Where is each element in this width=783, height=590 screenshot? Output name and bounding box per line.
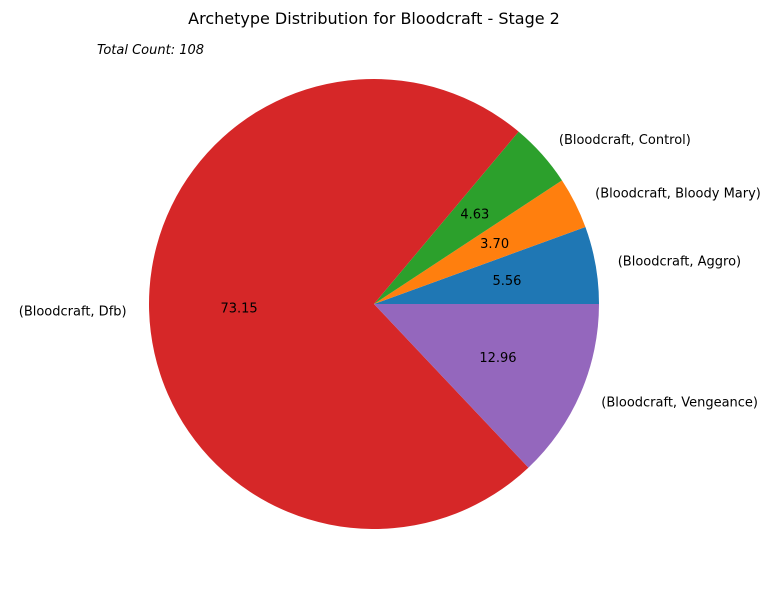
slice-percent-label: 4.63: [460, 208, 489, 223]
pie-slice: [374, 131, 562, 304]
pie-slices: [149, 78, 599, 530]
slice-percent-label: 73.15: [220, 301, 257, 316]
slice-category-label: (Bloodcraft, Aggro): [618, 254, 741, 269]
slice-category-label: (Bloodcraft, Dfb): [19, 305, 127, 320]
slice-category-label: (Bloodcraft, Bloody Mary): [595, 186, 761, 201]
total-count-annotation: Total Count: 108: [97, 43, 204, 58]
pie-slice: [374, 180, 586, 304]
pie-slice: [374, 304, 599, 468]
chart-title: Archetype Distribution for Bloodcraft - …: [188, 9, 560, 28]
pie-slice: [149, 78, 529, 530]
slice-category-label: (Bloodcraft, Vengeance): [601, 396, 758, 411]
pie-slice: [374, 226, 599, 304]
pie-labels: 5.56 (Bloodcraft, Aggro) 3.70 (Bloodcraft, …: [19, 133, 761, 411]
slice-percent-label: 12.96: [479, 351, 516, 366]
slice-percent-label: 5.56: [492, 274, 521, 289]
slice-category-label: (Bloodcraft, Control): [559, 133, 691, 148]
slice-percent-label: 3.70: [480, 237, 509, 252]
